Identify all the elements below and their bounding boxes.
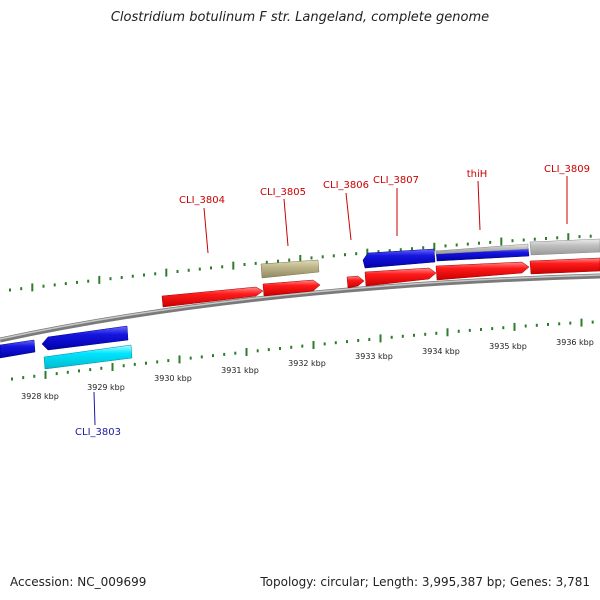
gene-label-thih[interactable]: thiH bbox=[467, 169, 488, 180]
gene-feature-cli-3803-rna[interactable] bbox=[43, 344, 133, 370]
accession-label: Accession: NC_009699 bbox=[10, 575, 147, 589]
scale-label: 3931 kbp bbox=[221, 366, 259, 375]
gene-feature-pseudo[interactable] bbox=[260, 259, 320, 279]
gene-label-cli-3806[interactable]: CLI_3806 bbox=[323, 180, 369, 191]
genome-backbone bbox=[0, 273, 600, 343]
gene-label-cli-3807[interactable]: CLI_3807 bbox=[373, 175, 419, 186]
scale-label: 3935 kbp bbox=[489, 342, 527, 351]
gene-feature-grey-3809[interactable] bbox=[529, 238, 600, 256]
gene-feature-reverse-3807[interactable] bbox=[362, 248, 436, 269]
scale-label: 3934 kbp bbox=[422, 347, 460, 356]
scale-label: 3930 kbp bbox=[154, 374, 192, 383]
gene-feature-cli-3806[interactable] bbox=[346, 275, 365, 289]
scale-label: 3929 kbp bbox=[87, 383, 125, 392]
gene-feature-cli-3804[interactable] bbox=[161, 286, 264, 308]
gene-feature-cli-3805[interactable] bbox=[262, 279, 321, 297]
scale-labels: 3928 kbp 3929 kbp 3930 kbp 3931 kbp 3932… bbox=[21, 338, 594, 401]
genome-summary: Topology: circular; Length: 3,995,387 bp… bbox=[260, 575, 590, 589]
gene-label-cli-3809[interactable]: CLI_3809 bbox=[544, 164, 590, 175]
gene-feature-grey-thih[interactable] bbox=[435, 243, 529, 255]
gene-feature-cli-3807[interactable] bbox=[364, 267, 437, 287]
gene-feature-thih[interactable] bbox=[435, 261, 530, 281]
scale-label: 3932 kbp bbox=[288, 359, 326, 368]
gene-label-cli-3803[interactable]: CLI_3803 bbox=[75, 427, 121, 438]
gene-feature-cli-3803-reverse[interactable] bbox=[41, 325, 129, 351]
scale-label: 3936 kbp bbox=[556, 338, 594, 347]
label-leader-lines bbox=[93, 176, 568, 426]
gene-feature-cli-3809[interactable] bbox=[529, 257, 600, 275]
scale-label: 3933 kbp bbox=[355, 352, 393, 361]
gene-label-cli-3804[interactable]: CLI_3804 bbox=[179, 195, 225, 206]
gene-feature-reverse-left[interactable] bbox=[0, 339, 36, 359]
genome-backbone-highlight bbox=[0, 274, 600, 340]
map-title: Clostridium botulinum F str. Langeland, … bbox=[110, 10, 490, 25]
gene-label-cli-3805[interactable]: CLI_3805 bbox=[260, 187, 306, 198]
inner-tick-row bbox=[11, 318, 594, 381]
scale-label: 3928 kbp bbox=[21, 392, 59, 401]
